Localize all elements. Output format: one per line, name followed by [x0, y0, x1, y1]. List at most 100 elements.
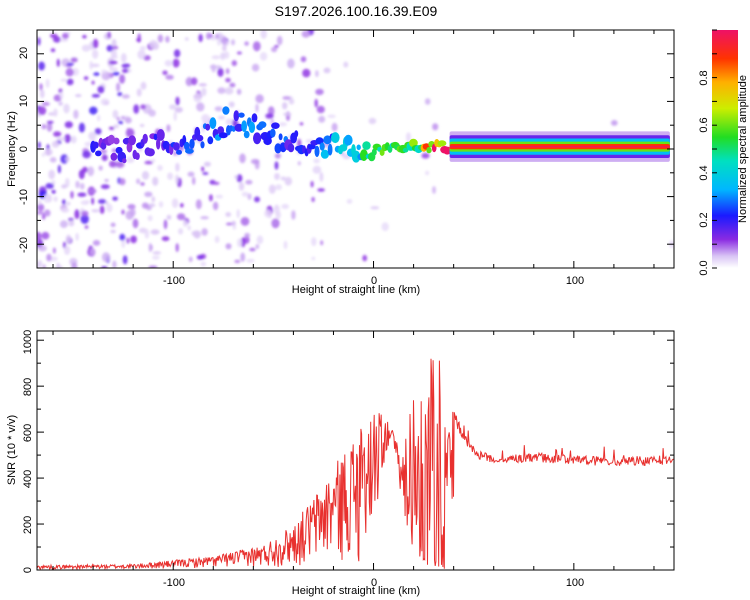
colorbar-tick-label: 0.6	[698, 117, 710, 132]
noise-blob	[229, 82, 236, 88]
noise-blob	[271, 46, 278, 53]
noise-blob	[432, 123, 439, 131]
ridge-blob	[238, 112, 245, 118]
noise-blob	[187, 76, 192, 86]
ridge-blob	[320, 149, 329, 159]
noise-blob	[130, 235, 137, 244]
noise-blob	[203, 161, 211, 167]
noise-blob	[113, 124, 120, 129]
noise-blob	[119, 74, 126, 84]
noise-blob	[46, 253, 52, 262]
noise-blob	[50, 48, 56, 53]
ridge-blob	[278, 133, 283, 141]
noise-blob	[48, 169, 55, 180]
noise-blob	[52, 247, 56, 254]
noise-blob	[59, 38, 69, 42]
noise-blob	[70, 57, 78, 63]
noise-blob	[89, 106, 98, 115]
noise-blob	[152, 251, 162, 255]
ridge-blob	[274, 143, 282, 154]
ridge-blob	[437, 140, 447, 147]
ridge-blob	[145, 148, 155, 157]
snr-ticks	[37, 331, 674, 571]
noise-blob	[37, 141, 41, 149]
noise-blob	[312, 165, 322, 174]
noise-blob	[139, 124, 145, 127]
noise-blob	[327, 114, 336, 119]
noise-blob	[83, 76, 89, 80]
noise-blob	[71, 262, 78, 268]
noise-blob	[107, 31, 111, 39]
noise-blob	[37, 260, 43, 268]
noise-blob	[225, 77, 231, 83]
noise-blob	[120, 115, 126, 120]
noise-blob	[92, 240, 101, 246]
ridge-blob	[107, 134, 116, 145]
noise-blob	[106, 203, 113, 213]
noise-blob	[116, 116, 120, 121]
noise-blob	[37, 211, 44, 215]
band-core	[449, 145, 670, 148]
noise-blob	[215, 194, 223, 199]
noise-blob	[106, 44, 114, 52]
noise-blob	[100, 184, 110, 190]
noise-blob	[225, 212, 232, 217]
noise-blob	[173, 49, 181, 58]
noise-blob	[127, 204, 136, 210]
noise-blob	[164, 60, 173, 67]
ridge-blob	[402, 147, 409, 153]
y-tick-label: 600	[22, 424, 34, 442]
noise-blob	[260, 30, 267, 39]
noise-blob	[234, 175, 238, 179]
snr-panel: -100 0 100 0 200 400 600 800 1000 Height…	[6, 330, 675, 597]
ridge-blob	[184, 141, 190, 151]
ridge-blob	[443, 146, 452, 155]
noise-blob	[299, 122, 304, 126]
noise-blob	[320, 240, 324, 246]
noise-blob	[105, 201, 109, 205]
ridge-blob	[294, 130, 299, 138]
noise-blob	[231, 60, 237, 67]
noise-blob	[236, 209, 240, 219]
noise-blob	[51, 189, 56, 194]
ridge-blob	[331, 132, 340, 144]
noise-blob	[302, 68, 311, 78]
noise-blob	[56, 137, 66, 141]
noise-blob	[112, 45, 119, 50]
noise-blob	[41, 152, 46, 157]
noise-blob	[51, 140, 60, 148]
noise-blob	[38, 106, 47, 115]
x-tick-label: 100	[566, 577, 584, 589]
noise-blob	[255, 244, 260, 250]
noise-blob	[68, 220, 75, 227]
noise-blob	[225, 222, 233, 226]
noise-blob	[274, 204, 279, 211]
noise-blob	[119, 178, 126, 186]
noise-blob	[274, 173, 280, 180]
x-tick-label: 0	[371, 577, 377, 589]
noise-blob	[193, 93, 202, 103]
noise-blob	[318, 115, 326, 123]
noise-blob	[162, 70, 168, 76]
noise-blob	[247, 193, 252, 200]
noise-blob	[42, 264, 46, 268]
noise-blob	[255, 103, 259, 113]
noise-blob	[259, 52, 268, 61]
y-axis-title: Frequency (Hz)	[6, 111, 18, 187]
x-axis-title: Height of straight line (km)	[292, 585, 420, 597]
noise-blob	[99, 205, 105, 214]
noise-blob	[46, 120, 54, 124]
noise-blob	[43, 194, 50, 204]
noise-blob	[140, 182, 145, 186]
y-tick-label: 20	[18, 47, 30, 59]
ridge-blob	[327, 143, 333, 156]
noise-blob	[121, 239, 126, 249]
noise-blob	[274, 153, 281, 159]
noise-blob	[239, 153, 246, 164]
ridge-blob	[323, 135, 332, 145]
noise-blob	[53, 196, 58, 202]
noise-blob	[313, 158, 320, 164]
ridge-blob	[113, 137, 120, 145]
noise-blob	[38, 61, 45, 71]
noise-blob	[220, 52, 226, 60]
